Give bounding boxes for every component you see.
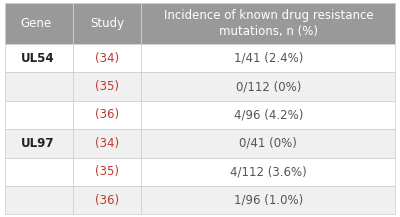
FancyBboxPatch shape [142,186,395,214]
FancyBboxPatch shape [5,186,73,214]
FancyBboxPatch shape [73,101,142,129]
Text: (35): (35) [95,80,119,93]
Text: (36): (36) [95,108,119,122]
Text: 0/41 (0%): 0/41 (0%) [239,137,297,150]
FancyBboxPatch shape [73,3,142,44]
Text: Study: Study [90,17,124,30]
FancyBboxPatch shape [5,3,73,44]
Text: (34): (34) [95,52,119,65]
FancyBboxPatch shape [73,129,142,158]
Text: 4/112 (3.6%): 4/112 (3.6%) [230,165,307,178]
Text: 0/112 (0%): 0/112 (0%) [236,80,301,93]
Text: 4/96 (4.2%): 4/96 (4.2%) [234,108,303,122]
FancyBboxPatch shape [5,101,73,129]
Text: (34): (34) [95,137,119,150]
FancyBboxPatch shape [142,129,395,158]
Text: Incidence of known drug resistance
mutations, n (%): Incidence of known drug resistance mutat… [164,9,373,38]
FancyBboxPatch shape [73,44,142,72]
FancyBboxPatch shape [73,72,142,101]
Text: (36): (36) [95,194,119,207]
FancyBboxPatch shape [5,158,73,186]
Text: UL97: UL97 [20,137,54,150]
Text: 1/41 (2.4%): 1/41 (2.4%) [234,52,303,65]
Text: Gene: Gene [20,17,52,30]
FancyBboxPatch shape [142,72,395,101]
FancyBboxPatch shape [142,3,395,44]
FancyBboxPatch shape [73,158,142,186]
FancyBboxPatch shape [5,129,73,158]
Text: (35): (35) [95,165,119,178]
FancyBboxPatch shape [73,186,142,214]
FancyBboxPatch shape [5,72,73,101]
FancyBboxPatch shape [5,44,73,72]
Text: 1/96 (1.0%): 1/96 (1.0%) [234,194,303,207]
FancyBboxPatch shape [142,44,395,72]
Text: UL54: UL54 [20,52,54,65]
FancyBboxPatch shape [142,101,395,129]
FancyBboxPatch shape [142,158,395,186]
